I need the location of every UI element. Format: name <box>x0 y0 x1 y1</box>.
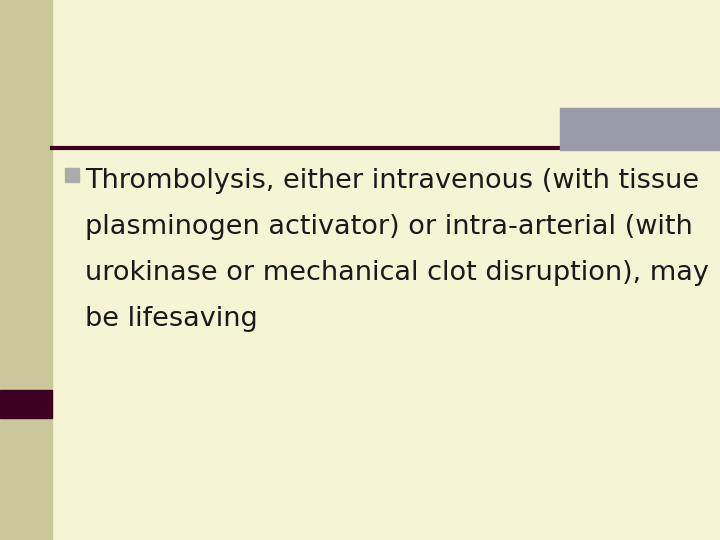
Bar <box>65 168 79 182</box>
Bar <box>0 390 52 418</box>
Text: be lifesaving: be lifesaving <box>85 306 258 332</box>
Text: Thrombolysis, either intravenous (with tissue: Thrombolysis, either intravenous (with t… <box>85 168 699 194</box>
Bar <box>0 0 52 540</box>
Text: plasminogen activator) or intra-arterial (with: plasminogen activator) or intra-arterial… <box>85 214 693 240</box>
Bar <box>560 108 720 150</box>
Text: urokinase or mechanical clot disruption), may: urokinase or mechanical clot disruption)… <box>85 260 709 286</box>
